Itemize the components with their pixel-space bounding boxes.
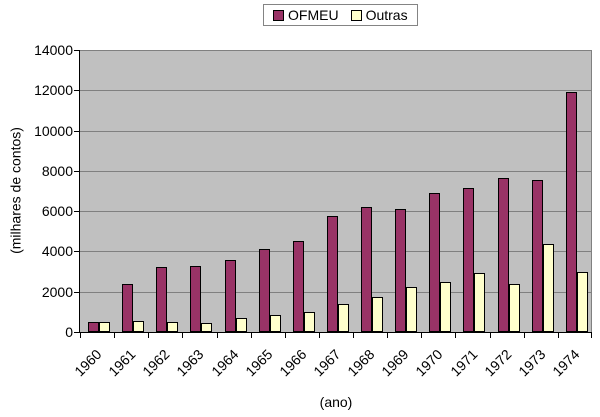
gridline-6000 [80,211,592,212]
bar-outras-1966 [304,312,315,332]
bar-ofmeu-1970 [429,193,440,332]
legend-item-outras: Outras [350,7,408,23]
legend-swatch-ofmeu [273,9,284,21]
bar-ofmeu-1963 [190,266,201,332]
gridline-12000 [80,90,592,91]
bar-outras-1974 [577,272,588,332]
bar-outras-1967 [338,304,349,332]
bar-outras-1970 [440,282,451,332]
legend-swatch-outras [350,9,362,21]
x-tick-1 [114,333,115,338]
y-axis-label-4000: 4000 [41,243,73,259]
legend: OFMEU Outras [263,4,418,26]
gridline-10000 [80,131,592,132]
y-tick-4000 [74,251,79,252]
plot-right-border [591,50,592,332]
x-tick-14 [558,333,559,338]
y-axis-label-14000: 14000 [34,42,73,58]
x-tick-6 [285,333,286,338]
y-tick-8000 [74,171,79,172]
bar-outras-1962 [167,322,178,332]
x-tick-9 [387,333,388,338]
legend-label-ofmeu: OFMEU [288,7,339,23]
x-tick-13 [524,333,525,338]
bar-outras-1971 [474,273,485,332]
bar-ofmeu-1969 [395,209,406,332]
y-axis-line [79,50,80,333]
bar-outras-1961 [133,321,144,332]
y-axis-label-12000: 12000 [34,82,73,98]
y-axis-label-2000: 2000 [41,284,73,300]
bar-ofmeu-1964 [225,260,236,332]
x-axis-label-1970: 1970 [411,346,446,380]
y-axis-label-10000: 10000 [34,123,73,139]
bar-outras-1964 [236,318,247,332]
bar-ofmeu-1962 [156,267,167,332]
bar-ofmeu-1966 [293,241,304,332]
x-axis-label-1963: 1963 [172,346,207,380]
bar-ofmeu-1960 [88,322,99,332]
x-tick-0 [80,333,81,338]
x-tick-11 [455,333,456,338]
y-axis-label-6000: 6000 [41,203,73,219]
x-axis-label-1964: 1964 [207,346,242,380]
bar-outras-1960 [99,322,110,332]
x-tick-3 [182,333,183,338]
x-axis-label-1973: 1973 [514,346,549,380]
x-tick-5 [251,333,252,338]
bar-outras-1968 [372,297,383,332]
bar-ofmeu-1965 [259,249,270,332]
y-axis-label-8000: 8000 [41,163,73,179]
bar-ofmeu-1967 [327,216,338,332]
bar-outras-1963 [201,323,212,332]
y-tick-14000 [74,50,79,51]
bar-ofmeu-1968 [361,207,372,332]
plot-area [80,50,592,332]
bar-ofmeu-1961 [122,284,133,332]
x-axis-label-1971: 1971 [446,346,481,380]
y-axis-label-0: 0 [65,324,73,340]
y-tick-6000 [74,211,79,212]
x-axis-title: (ano) [319,394,353,410]
x-axis-label-1960: 1960 [70,346,105,380]
legend-item-ofmeu: OFMEU [273,7,339,23]
y-tick-10000 [74,131,79,132]
x-axis-line [79,332,592,333]
gridline-14000 [80,50,592,51]
x-tick-7 [319,333,320,338]
bar-ofmeu-1972 [498,178,509,332]
x-tick-12 [490,333,491,338]
x-tick-2 [148,333,149,338]
bar-outras-1965 [270,315,281,332]
x-axis-label-1967: 1967 [309,346,344,380]
x-axis-label-1972: 1972 [480,346,515,380]
x-tick-8 [353,333,354,338]
x-axis-label-1961: 1961 [104,346,139,380]
x-axis-label-1962: 1962 [138,346,173,380]
bar-ofmeu-1974 [566,92,577,332]
x-axis-label-1974: 1974 [548,346,583,380]
y-tick-2000 [74,292,79,293]
y-tick-0 [74,332,79,333]
x-tick-10 [421,333,422,338]
x-tick-15 [591,333,592,338]
bar-outras-1969 [406,287,417,332]
x-axis-label-1968: 1968 [343,346,378,380]
x-axis-label-1965: 1965 [241,346,276,380]
y-tick-12000 [74,90,79,91]
legend-label-outras: Outras [365,7,408,23]
gridline-8000 [80,171,592,172]
bar-outras-1973 [543,244,554,332]
x-axis-label-1969: 1969 [377,346,412,380]
bar-ofmeu-1971 [463,188,474,332]
x-tick-4 [217,333,218,338]
bar-outras-1972 [509,284,520,332]
x-axis-label-1966: 1966 [275,346,310,380]
bar-ofmeu-1973 [532,180,543,332]
